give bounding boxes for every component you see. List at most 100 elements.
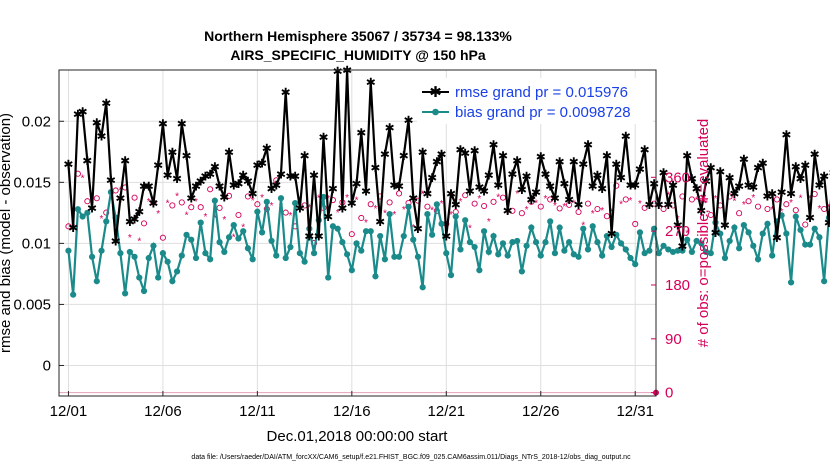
rmse-point: ✱ <box>739 153 749 167</box>
rmse-point: ✱ <box>352 177 362 191</box>
obs-evaluated-marker: * <box>459 197 463 208</box>
bias-point <box>528 224 535 231</box>
bias-point <box>400 232 407 240</box>
rmse-point: ✱ <box>474 181 484 195</box>
plot-frame <box>58 69 657 397</box>
bias-point <box>367 228 374 235</box>
rmse-point: ✱ <box>361 184 371 198</box>
rmse-point: ✱ <box>498 149 508 163</box>
obs-evaluated-marker: * <box>241 222 245 233</box>
obs-possible-marker <box>622 196 629 203</box>
rmse-point: ✱ <box>181 149 191 163</box>
bias-point <box>117 250 124 257</box>
rmse-point: ✱ <box>333 65 343 79</box>
obs-evaluated-marker: * <box>392 210 396 221</box>
rmse-point: ✱ <box>517 183 527 197</box>
bias-point <box>136 274 143 281</box>
bias-point <box>698 240 705 247</box>
obs-evaluated-marker: * <box>232 233 236 244</box>
rmse-point: ✱ <box>583 138 593 152</box>
bias-point <box>561 247 568 254</box>
rmse-point: ✱ <box>191 179 201 193</box>
bias-point <box>551 250 559 257</box>
obs-evaluated-marker: * <box>440 199 444 210</box>
bias-point <box>419 284 426 291</box>
bias-point <box>103 218 110 225</box>
rmse-point: ✱ <box>795 172 805 186</box>
bias-point <box>532 239 540 246</box>
rmse-point: ✱ <box>115 192 125 206</box>
rmse-point: ✱ <box>748 181 758 195</box>
obs-possible-marker <box>575 208 582 216</box>
rmse-point: ✱ <box>781 128 791 142</box>
obs-evaluated-marker: * <box>714 194 718 205</box>
bias-point <box>514 237 521 245</box>
rmse-point: ✱ <box>800 159 810 173</box>
rmse-point: ✱ <box>78 105 88 119</box>
obs-evaluated-marker: * <box>251 196 255 207</box>
obs-evaluated-marker: * <box>270 201 274 212</box>
bias-point <box>542 239 549 246</box>
bias-point <box>173 268 181 275</box>
bias-point <box>523 242 530 249</box>
rmse-point: ✱ <box>555 155 565 169</box>
rmse-point: ✱ <box>394 179 404 193</box>
rmse-point: ✱ <box>380 148 390 162</box>
rmse-point: ✱ <box>805 211 815 225</box>
obs-evaluated-marker: * <box>487 217 491 228</box>
bias-point <box>98 247 105 254</box>
bias-point <box>556 224 563 231</box>
rmse-point: ✱ <box>692 182 702 196</box>
rmse-point: ✱ <box>446 187 456 201</box>
bias-point <box>329 223 337 230</box>
obs-evaluated-marker: * <box>704 198 708 209</box>
bias-point <box>74 206 81 213</box>
rmse-point: ✱ <box>233 177 243 191</box>
bias-point <box>320 193 327 201</box>
rmse-point: ✱ <box>186 192 196 206</box>
obs-evaluated-marker: * <box>477 194 481 205</box>
bias-point <box>93 278 100 285</box>
obs-possible-marker <box>594 205 601 213</box>
obs-possible-marker <box>178 199 185 206</box>
y-tick-label: 0.005 <box>13 296 51 313</box>
obs-possible-marker <box>358 214 365 222</box>
chart-title-line1: Northern Hemisphere 35067 / 35734 = 98.1… <box>204 28 512 44</box>
obs-possible-marker <box>584 200 592 207</box>
bias-point <box>731 224 738 231</box>
data-file-footnote: data file: /Users/raeder/DAI/ATM_forcXX/… <box>191 454 631 461</box>
bias-point <box>466 239 474 246</box>
rmse-point: ✱ <box>238 169 248 183</box>
obs-evaluated-marker: * <box>572 198 576 209</box>
rmse-point: ✱ <box>101 96 111 110</box>
obs-possible-marker <box>93 195 100 202</box>
rmse-point: ✱ <box>777 186 787 200</box>
obs-possible-marker <box>792 207 799 214</box>
bias-point <box>443 250 450 257</box>
rmse-point: ✱ <box>196 175 206 189</box>
obs-possible-marker <box>244 193 251 200</box>
obs-evaluated-marker: * <box>307 203 311 214</box>
obs-evaluated-marker: * <box>817 204 821 215</box>
y-right-tick-label: 90 <box>665 331 682 348</box>
obs-evaluated-marker: * <box>629 196 633 207</box>
rmse-point: ✱ <box>120 154 130 168</box>
bias-point <box>244 245 252 252</box>
rmse-point: ✱ <box>125 215 135 229</box>
rmse-point: ✱ <box>512 154 522 168</box>
obs-possible-marker <box>764 205 771 213</box>
obs-evaluated-marker: * <box>742 200 746 211</box>
bias-point <box>816 234 823 241</box>
rmse-point: ✱ <box>578 158 588 172</box>
obs-possible-marker <box>745 198 752 205</box>
rmse-point: ✱ <box>271 178 281 192</box>
rmse-point: ✱ <box>597 182 607 196</box>
rmse-point: ✱ <box>540 167 550 181</box>
rmse-point: ✱ <box>281 85 291 99</box>
rmse-point: ✱ <box>200 170 210 184</box>
x-tick-label: 12/06 <box>144 403 182 420</box>
bias-point <box>806 241 814 248</box>
obs-evaluated-marker: * <box>638 199 642 210</box>
rmse-point: ✱ <box>772 231 782 245</box>
bias-point <box>476 267 483 274</box>
